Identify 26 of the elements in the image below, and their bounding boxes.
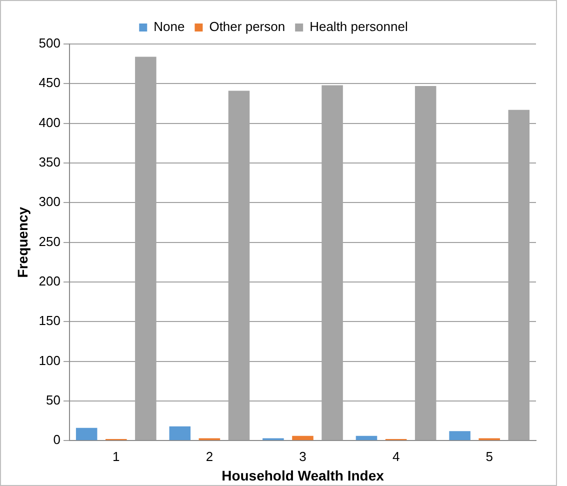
x-tick-label: 5 [486, 448, 493, 464]
legend-label: Other person [209, 19, 286, 34]
y-tick-label: 50 [46, 392, 60, 408]
y-tick-label: 0 [53, 432, 60, 448]
x-tick-label: 4 [392, 448, 400, 464]
x-tick-label: 2 [206, 448, 214, 464]
bar [169, 426, 191, 440]
legend-label: Health personnel [310, 19, 408, 34]
y-axis-title: Frequency [14, 206, 30, 278]
y-tick-label: 500 [38, 36, 60, 51]
x-tick-label: 3 [299, 448, 306, 464]
y-tick-label: 150 [38, 313, 60, 328]
bar [449, 431, 470, 440]
y-tick-label: 450 [38, 75, 60, 90]
bar [356, 436, 378, 440]
y-tick-label: 400 [38, 114, 60, 130]
y-tick-label: 250 [38, 234, 60, 249]
y-tick-label: 200 [38, 274, 60, 289]
x-axis-title: Household Wealth Index [222, 467, 384, 484]
y-tick-label: 350 [38, 154, 60, 170]
x-tick-label: 1 [112, 448, 120, 464]
y-tick-label: 300 [38, 194, 60, 210]
y-tick-label: 100 [38, 352, 60, 368]
bar [76, 428, 98, 440]
legend-label: None [154, 19, 185, 34]
bar [292, 436, 314, 440]
